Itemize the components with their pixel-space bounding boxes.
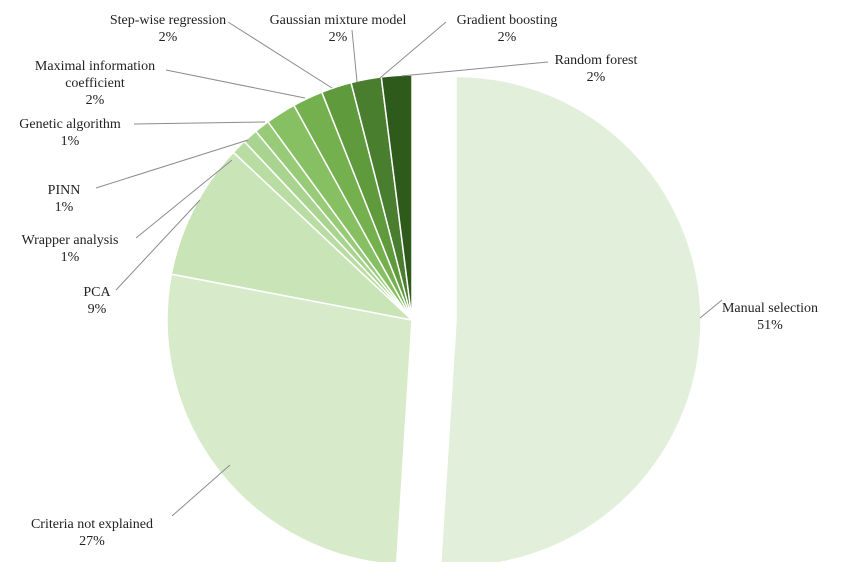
- slice-label-genetic-algorithm: Genetic algorithm 1%: [19, 117, 121, 149]
- leader-line-random-forest: [400, 61, 549, 77]
- slice-category-label: Genetic algorithm: [19, 117, 121, 132]
- slice-label-manual-selection: Manual selection 51%: [722, 301, 818, 333]
- slice-value-label: 2%: [587, 70, 606, 85]
- slice-label-pinn: PINN 1%: [48, 183, 81, 215]
- slice-category-label: Gaussian mixture model: [270, 13, 407, 28]
- slice-category-label: Gradient boosting: [457, 13, 558, 28]
- slice-category-label: Criteria not explained: [31, 517, 153, 532]
- leader-line-pinn: [95, 139, 249, 189]
- slice-category-label: Manual selection: [722, 301, 818, 316]
- slice-label-gradient-boosting: Gradient boosting 2%: [457, 13, 558, 45]
- slice-category-label: coefficient: [65, 76, 125, 91]
- slice-label-step-wise-regression: Step-wise regression 2%: [110, 13, 226, 45]
- slice-value-label: 2%: [86, 93, 105, 108]
- slice-category-label: PINN: [48, 183, 81, 198]
- slice-value-label: 2%: [159, 30, 178, 45]
- slice-label-gaussian-mixture-model: Gaussian mixture model 2%: [270, 13, 407, 45]
- slice-value-label: 1%: [61, 250, 80, 265]
- leader-line-maximal-information-coefficient: [165, 69, 306, 99]
- slice-value-label: 9%: [88, 302, 107, 317]
- slice-category-label: Step-wise regression: [110, 13, 226, 28]
- leader-line-gaussian-mixture-model: [351, 29, 358, 83]
- slice-value-label: 2%: [498, 30, 517, 45]
- pie-slice-manual-selection: [440, 75, 702, 562]
- leader-line-genetic-algorithm: [133, 121, 266, 125]
- slice-category-label: Maximal information: [35, 59, 155, 74]
- slice-value-label: 51%: [757, 318, 783, 333]
- leader-line-gradient-boosting: [379, 21, 447, 79]
- slice-label-wrapper-analysis: Wrapper analysis 1%: [21, 233, 118, 265]
- slice-category-label: PCA: [83, 285, 111, 300]
- pie-slice-criteria-not-explained: [166, 273, 413, 562]
- slice-label-pca: PCA 9%: [83, 285, 111, 317]
- pie-slice-pca: [170, 151, 415, 322]
- slice-label-maximal-information-coefficient: Maximal information coefficient 2%: [35, 59, 155, 108]
- slice-value-label: 2%: [329, 30, 348, 45]
- slice-value-label: 1%: [61, 134, 80, 149]
- slice-value-label: 27%: [79, 534, 105, 549]
- leader-line-wrapper-analysis: [135, 159, 233, 239]
- slice-category-label: Random forest: [555, 53, 638, 68]
- leader-lines: [95, 21, 723, 517]
- leader-line-criteria-not-explained: [171, 464, 231, 517]
- slice-value-label: 1%: [55, 200, 74, 215]
- leader-line-manual-selection: [699, 299, 723, 319]
- leader-line-step-wise-regression: [227, 21, 333, 89]
- slice-category-label: Wrapper analysis: [21, 233, 118, 248]
- leader-line-pca: [115, 199, 201, 291]
- slice-label-random-forest: Random forest 2%: [555, 53, 638, 85]
- slice-label-criteria-not-explained: Criteria not explained 27%: [31, 517, 153, 549]
- pie-slices: [166, 74, 702, 562]
- slice-labels: Manual selection 51% Criteria not explaine…: [19, 13, 818, 549]
